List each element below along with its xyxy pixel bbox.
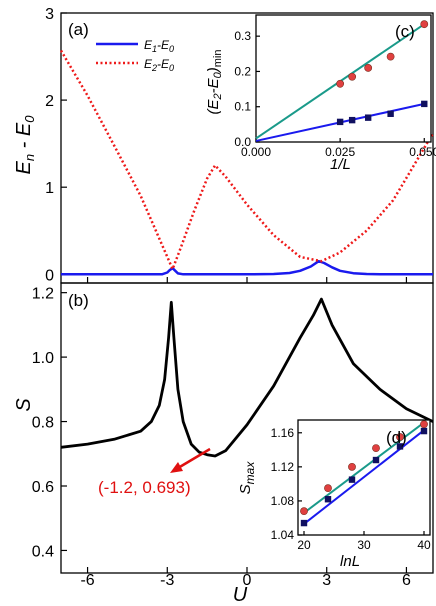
panel-c-label: (c) bbox=[395, 22, 415, 41]
panel-c-point-blue bbox=[336, 118, 344, 126]
panel-a-legend: E1-E0 E2-E0 bbox=[96, 38, 174, 73]
panel-b-annotation: (-1.2, 0.693) bbox=[98, 447, 211, 497]
panel-b-y-axis-label: S bbox=[13, 398, 35, 412]
panel-d-y-axis-label: Smax bbox=[237, 461, 257, 495]
panel-a-y-tick-label: 1 bbox=[45, 180, 54, 197]
panel-c-y-tick-label: 0.0 bbox=[234, 135, 251, 149]
panel-d-y-tick-label: 1.08 bbox=[271, 494, 295, 508]
panel-a-y-tick-label: 2 bbox=[45, 93, 54, 110]
panel-c-data bbox=[255, 20, 429, 142]
panel-d-y-tick-label: 1.16 bbox=[271, 426, 295, 440]
panel-d-point-red bbox=[396, 433, 404, 441]
panel-a-y-axis-label: En - E0 bbox=[13, 115, 37, 175]
panel-c-ticks: 0.000 0.025 0.050 0.0 0.1 0.2 0.3 bbox=[234, 29, 436, 159]
panel-a-y-tick-label: 3 bbox=[45, 6, 54, 23]
panel-d-inset-smax-scaling: 20 30 40 1.04 1.08 1.12 1.16 (d) lnL Smax bbox=[237, 419, 431, 570]
panel-d-point-blue bbox=[372, 456, 380, 464]
panel-c-point-red bbox=[336, 79, 345, 88]
panel-d-point-blue bbox=[348, 476, 356, 483]
panel-d-point-red bbox=[420, 420, 428, 429]
panel-d-point-blue bbox=[300, 519, 308, 527]
panel-b-x-tick-label: -3 bbox=[160, 572, 174, 589]
panel-c-point-blue bbox=[387, 110, 394, 117]
panel-c-x-tick-label: 0.000 bbox=[241, 145, 271, 159]
panel-d-data bbox=[300, 420, 428, 527]
panel-c-y-axis-label: (E2-E0)min bbox=[205, 50, 224, 115]
panel-b-curves bbox=[60, 297, 434, 458]
legend-label-e2: E2-E0 bbox=[144, 57, 174, 73]
panel-c-x-tick-label: 0.050 bbox=[409, 145, 436, 159]
panel-b-series-entropy bbox=[60, 297, 434, 458]
panel-b-entropy: 0.4 0.6 0.8 1.0 1.2 -6 -3 0 3 6 (b) S U (-1.2, 0.… bbox=[13, 282, 434, 606]
panel-c-point-red bbox=[386, 52, 395, 61]
panel-d-ticks: 20 30 40 1.04 1.08 1.12 1.16 bbox=[271, 426, 431, 552]
panel-c-point-blue bbox=[364, 114, 372, 121]
panel-c-frame bbox=[255, 14, 432, 143]
panel-d-point-red bbox=[348, 462, 356, 471]
panel-d-point-blue bbox=[324, 496, 332, 503]
panel-a-label: (a) bbox=[68, 20, 89, 39]
annotation-minimum-label: (-1.2, 0.693) bbox=[98, 478, 191, 497]
panel-b-x-tick-label: -6 bbox=[80, 572, 94, 589]
panel-a-series-e2 bbox=[59, 49, 435, 271]
panel-c-point-red bbox=[348, 72, 357, 81]
panel-a-series-e1 bbox=[61, 259, 433, 276]
panel-c-x-axis-label: 1/L bbox=[330, 156, 351, 173]
panel-d-point-red bbox=[300, 507, 308, 516]
panel-a-curves bbox=[59, 49, 435, 276]
panel-d-point-red bbox=[324, 484, 332, 493]
panel-c-x-tick-label: 0.025 bbox=[325, 145, 355, 159]
panel-c-point-blue bbox=[348, 116, 356, 124]
annotation-arrow-shaft bbox=[177, 447, 211, 470]
panel-b-label: (b) bbox=[68, 291, 89, 310]
panel-b-y-tick-label: 0.6 bbox=[32, 479, 54, 496]
panel-a-y-tick-label: 0 bbox=[45, 267, 54, 284]
panel-d-point-blue bbox=[396, 443, 404, 450]
panel-d-y-tick-label: 1.12 bbox=[271, 460, 295, 474]
panel-b-y-tick-label: 1.2 bbox=[32, 286, 54, 303]
panel-b-y-tick-label: 1.0 bbox=[32, 350, 54, 367]
panel-c-point-blue bbox=[421, 100, 428, 108]
panel-d-point-red bbox=[372, 444, 380, 453]
panel-b-ticks: 0.4 0.6 0.8 1.0 1.2 -6 -3 0 3 6 bbox=[32, 286, 411, 589]
panel-d-y-tick-label: 1.04 bbox=[271, 528, 295, 542]
panel-c-inset-gap-scaling: 0.000 0.025 0.050 0.0 0.1 0.2 0.3 (c) 1/L (E2-… bbox=[205, 14, 436, 173]
panel-c-point-red bbox=[420, 20, 429, 29]
panel-d-point-blue bbox=[420, 427, 428, 435]
legend-label-e1: E1-E0 bbox=[144, 38, 174, 54]
panel-d-x-tick-label: 20 bbox=[297, 538, 311, 552]
panel-d-label: (d) bbox=[386, 428, 407, 447]
panel-d-x-tick-label: 40 bbox=[417, 538, 431, 552]
panel-b-x-tick-label: 6 bbox=[402, 572, 411, 589]
panel-c-y-tick-label: 0.3 bbox=[234, 29, 251, 43]
panel-a-energy-gaps: 0 1 2 3 (a) En - E0 E1-E0 E2-E0 bbox=[13, 6, 435, 284]
panel-b-x-tick-label: 0 bbox=[243, 572, 252, 589]
panel-c-y-tick-label: 0.1 bbox=[234, 100, 251, 114]
panel-b-x-axis-label: U bbox=[233, 584, 248, 606]
panel-b-y-tick-label: 0.4 bbox=[32, 543, 54, 560]
panel-d-fit-line-blue bbox=[303, 429, 425, 525]
panel-c-point-red bbox=[364, 64, 373, 72]
annotation-arrow-head bbox=[170, 462, 183, 473]
panel-c-y-tick-label: 0.2 bbox=[234, 64, 251, 78]
panel-d-fit-line-red bbox=[303, 421, 425, 514]
panel-b-y-tick-label: 0.8 bbox=[32, 415, 54, 432]
panel-b-x-tick-label: 3 bbox=[322, 572, 331, 589]
panel-d-x-tick-label: 30 bbox=[357, 538, 371, 552]
panel-d-x-axis-label: lnL bbox=[340, 553, 360, 570]
